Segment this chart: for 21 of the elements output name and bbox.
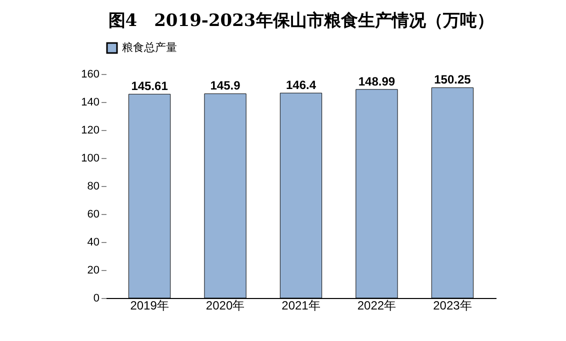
data-label: 146.4 (286, 78, 316, 92)
x-tick-label: 2022年 (357, 298, 396, 312)
legend-label: 粮食总产量 (122, 41, 177, 54)
x-tick-label: 2019年 (130, 298, 169, 312)
x-tick-label: 2020年 (206, 298, 245, 312)
y-tick-label: 140 (81, 96, 100, 108)
y-tick-label: 120 (81, 124, 100, 136)
data-label: 148.99 (358, 74, 396, 88)
y-tick-label: 100 (81, 152, 100, 164)
y-tick-label: 80 (87, 180, 100, 192)
y-tick-label: 40 (87, 236, 100, 248)
data-label: 145.61 (131, 79, 168, 94)
data-label: 150.25 (434, 72, 472, 87)
x-tick-label: 2023年 (433, 298, 472, 312)
x-tick-label: 2021年 (282, 298, 320, 312)
data-label: 145.9 (210, 78, 241, 93)
chart-title: 图4 2019-2023年保山市粮食生产情况（万吨） (108, 11, 494, 31)
y-tick-label: 0 (93, 292, 100, 304)
y-tick-label: 20 (87, 264, 100, 276)
y-tick-label: 60 (87, 208, 100, 220)
y-tick-label: 160 (81, 68, 100, 80)
